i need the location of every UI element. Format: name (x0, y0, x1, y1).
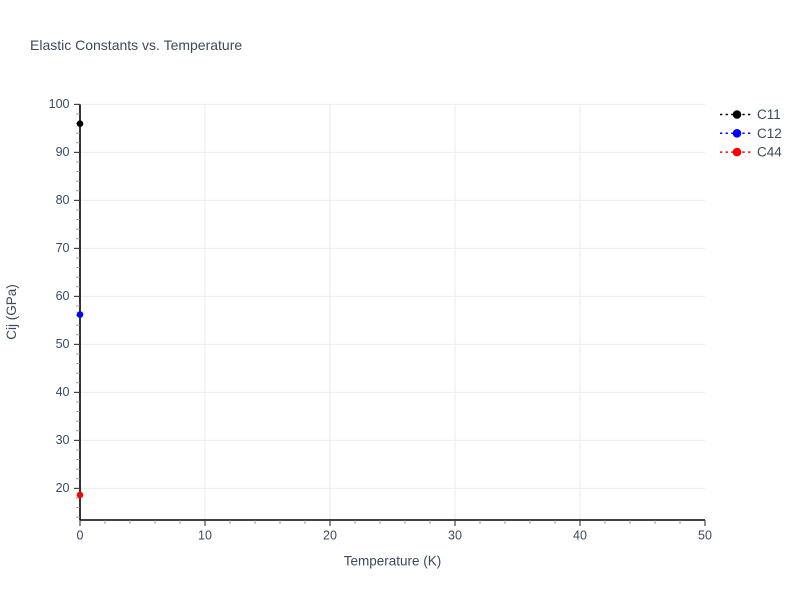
svg-text:C12: C12 (757, 126, 782, 141)
svg-text:90: 90 (56, 145, 70, 159)
svg-text:30: 30 (448, 529, 462, 543)
svg-text:100: 100 (49, 97, 70, 111)
svg-text:0: 0 (77, 529, 84, 543)
svg-text:20: 20 (323, 529, 337, 543)
svg-text:40: 40 (56, 385, 70, 399)
svg-text:C44: C44 (757, 145, 782, 160)
svg-text:50: 50 (56, 337, 70, 351)
svg-text:10: 10 (198, 529, 212, 543)
svg-text:Temperature (K): Temperature (K) (344, 554, 442, 569)
svg-text:80: 80 (56, 193, 70, 207)
svg-text:50: 50 (698, 529, 712, 543)
svg-text:60: 60 (56, 289, 70, 303)
svg-text:C11: C11 (757, 107, 781, 122)
svg-text:Cij (GPa): Cij (GPa) (4, 284, 19, 340)
svg-text:30: 30 (56, 433, 70, 447)
svg-text:40: 40 (573, 529, 587, 543)
svg-text:70: 70 (56, 241, 70, 255)
svg-text:20: 20 (56, 481, 70, 495)
